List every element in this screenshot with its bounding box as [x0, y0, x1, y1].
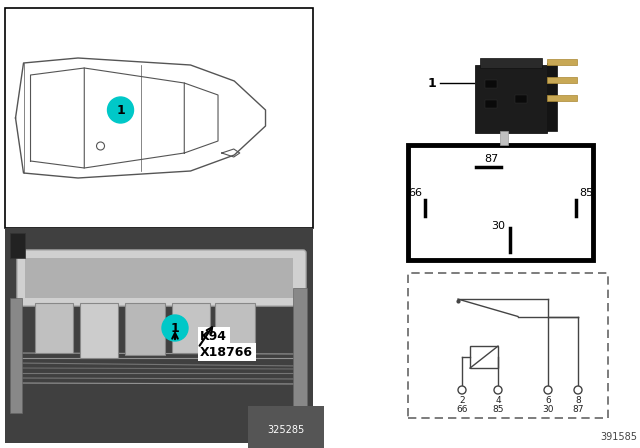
- Bar: [485, 100, 497, 108]
- Bar: [480, 58, 542, 68]
- Bar: [547, 63, 557, 131]
- Bar: [408, 273, 608, 418]
- Bar: [547, 59, 577, 65]
- Text: 8: 8: [575, 396, 581, 405]
- Text: 30: 30: [542, 405, 554, 414]
- Bar: [293, 288, 307, 423]
- Text: 66: 66: [408, 188, 422, 198]
- Circle shape: [162, 315, 188, 341]
- Bar: [547, 77, 577, 83]
- Text: 1: 1: [171, 322, 179, 335]
- Text: 1: 1: [116, 103, 125, 116]
- Bar: [475, 65, 547, 133]
- Bar: [547, 95, 577, 101]
- Circle shape: [494, 386, 502, 394]
- Text: K94: K94: [200, 329, 227, 343]
- Bar: [10, 233, 25, 258]
- Bar: [10, 298, 22, 413]
- FancyBboxPatch shape: [17, 250, 306, 306]
- Text: 87: 87: [572, 405, 584, 414]
- Text: X18766: X18766: [200, 345, 253, 358]
- Bar: [215, 303, 255, 355]
- Text: 85: 85: [492, 405, 504, 414]
- Bar: [172, 303, 210, 353]
- Text: 4: 4: [495, 396, 501, 405]
- Circle shape: [108, 97, 134, 123]
- Bar: [470, 346, 498, 368]
- Bar: [35, 303, 73, 353]
- Circle shape: [544, 386, 552, 394]
- Text: 30: 30: [491, 220, 505, 231]
- Text: 6: 6: [545, 396, 551, 405]
- Text: 85: 85: [579, 188, 593, 198]
- Text: 325285: 325285: [268, 425, 305, 435]
- Bar: [5, 228, 313, 443]
- Bar: [515, 95, 527, 103]
- Text: 66: 66: [456, 405, 468, 414]
- Circle shape: [458, 386, 466, 394]
- Bar: [80, 303, 118, 358]
- Bar: [5, 8, 313, 228]
- Bar: [408, 145, 593, 260]
- Circle shape: [574, 386, 582, 394]
- Text: 391585: 391585: [600, 432, 637, 442]
- Bar: [485, 80, 497, 88]
- Text: 87: 87: [484, 154, 499, 164]
- Bar: [25, 258, 293, 298]
- Bar: [125, 303, 165, 355]
- Bar: [500, 131, 508, 145]
- Text: 1: 1: [428, 77, 436, 90]
- Bar: [5, 228, 313, 443]
- Text: 2: 2: [459, 396, 465, 405]
